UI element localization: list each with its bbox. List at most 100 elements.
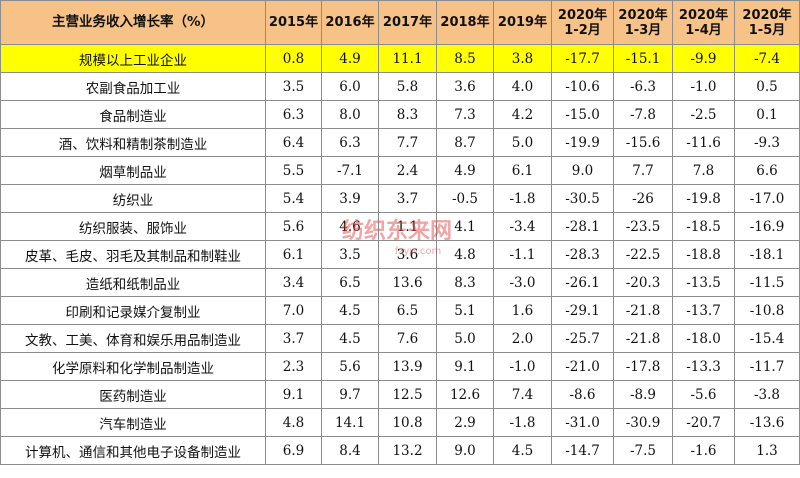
- value-cell: 6.9: [265, 436, 322, 465]
- value-cell: 9.0: [436, 436, 494, 465]
- industry-name: 纺织服装、服饰业: [0, 212, 266, 241]
- value-cell: 1.1: [378, 212, 437, 241]
- value-cell: -13.7: [672, 296, 735, 325]
- value-cell: 5.0: [493, 128, 552, 157]
- value-cell: 6.3: [265, 100, 322, 129]
- value-cell: -10.8: [734, 296, 800, 325]
- value-cell: 6.6: [734, 156, 800, 185]
- value-cell: 12.6: [436, 380, 494, 409]
- value-cell: -7.4: [734, 44, 800, 73]
- value-cell: 4.5: [321, 324, 379, 353]
- col-header-2018: 2018年: [436, 0, 494, 45]
- value-cell: 2.4: [378, 156, 437, 185]
- value-cell: 9.0: [551, 156, 614, 185]
- table-row: 造纸和纸制品业 3.4 6.5 13.6 8.3 -3.0 -26.1 -20.3 -13.5-…: [0, 268, 800, 297]
- value-cell: 2.9: [436, 408, 494, 437]
- value-cell: -9.3: [734, 128, 800, 157]
- value-cell: -21.8: [613, 296, 673, 325]
- value-cell: 10.8: [378, 408, 437, 437]
- value-cell: -10.6: [551, 72, 614, 101]
- value-cell: 4.9: [321, 44, 379, 73]
- industry-name: 烟草制品业: [0, 156, 266, 185]
- table-row: 烟草制品业 5.5 -7.1 2.4 4.9 6.1 9.0 7.7 7.8 6.6: [0, 156, 800, 185]
- value-cell: 2.0: [493, 324, 552, 353]
- value-cell: 4.5: [493, 436, 552, 465]
- value-cell: 7.6: [378, 324, 437, 353]
- industry-name: 纺织业: [0, 184, 266, 213]
- table-row: 纺织业 5.4 3.9 3.7 -0.5 -1.8 -30.5 -26 -19.8 -17.0: [0, 184, 800, 213]
- value-cell: -18.0: [672, 324, 735, 353]
- header-label: 主营业务收入增长率（%）: [0, 0, 266, 45]
- value-cell: 5.6: [321, 352, 379, 381]
- value-cell: -19.9: [551, 128, 614, 157]
- table-row: 文教、工美、体育和娱乐用品制造业 3.7 4.5 7.6 5.0 2.0 -25.7 -21.…: [0, 324, 800, 353]
- value-cell: 5.4: [265, 184, 322, 213]
- value-cell: 4.5: [321, 296, 379, 325]
- value-cell: 7.0: [265, 296, 322, 325]
- value-cell: 3.4: [265, 268, 322, 297]
- value-cell: -28.3: [551, 240, 614, 269]
- value-cell: 5.8: [378, 72, 437, 101]
- table-row: 化学原料和化学制品制造业 2.3 5.6 13.9 9.1 -1.0 -21.0 -17.8-…: [0, 352, 800, 381]
- value-cell: 2.3: [265, 352, 322, 381]
- value-cell: 8.5: [436, 44, 494, 73]
- value-cell: 3.8: [493, 44, 552, 73]
- value-cell: 6.0: [321, 72, 379, 101]
- value-cell: -7.1: [321, 156, 379, 185]
- industry-name: 化学原料和化学制品制造业: [0, 352, 266, 381]
- value-cell: 3.7: [378, 184, 437, 213]
- value-cell: 0.8: [265, 44, 322, 73]
- value-cell: -1.1: [493, 240, 552, 269]
- value-cell: -18.8: [672, 240, 735, 269]
- value-cell: -28.1: [551, 212, 614, 241]
- value-cell: -21.0: [551, 352, 614, 381]
- value-cell: 5.1: [436, 296, 494, 325]
- value-cell: 12.5: [378, 380, 437, 409]
- value-cell: 5.6: [265, 212, 322, 241]
- table-row: 计算机、通信和其他电子设备制造业 6.9 8.4 13.2 9.0 4.5 -14.7 -7.…: [0, 436, 800, 465]
- value-cell: -7.8: [613, 100, 673, 129]
- table-row: 酒、饮料和精制茶制造业 6.4 6.3 7.7 8.7 5.0 -19.9 -15.6 -11.…: [0, 128, 800, 157]
- value-cell: 7.3: [436, 100, 494, 129]
- value-cell: -17.8: [613, 352, 673, 381]
- value-cell: 7.7: [378, 128, 437, 157]
- value-cell: -26: [613, 184, 673, 213]
- value-cell: -16.9: [734, 212, 800, 241]
- value-cell: -1.0: [672, 72, 735, 101]
- value-cell: 8.3: [378, 100, 437, 129]
- header-row: 主营业务收入增长率（%） 2015年 2016年 2017年 2018年 201…: [0, 0, 800, 45]
- value-cell: -19.8: [672, 184, 735, 213]
- col-header-2020-1-3: 2020年 1-3月: [613, 0, 673, 45]
- value-cell: -15.6: [613, 128, 673, 157]
- value-cell: 6.3: [321, 128, 379, 157]
- table-row: 皮革、毛皮、羽毛及其制品和制鞋业 6.1 3.5 3.6 4.8 -1.1 -28.3 -22…: [0, 240, 800, 269]
- value-cell: -30.9: [613, 408, 673, 437]
- value-cell: 5.5: [265, 156, 322, 185]
- value-cell: 3.7: [265, 324, 322, 353]
- value-cell: 0.5: [734, 72, 800, 101]
- industry-name: 汽车制造业: [0, 408, 266, 437]
- value-cell: 13.9: [378, 352, 437, 381]
- value-cell: -6.3: [613, 72, 673, 101]
- value-cell: 9.1: [436, 352, 494, 381]
- value-cell: 7.4: [493, 380, 552, 409]
- value-cell: 3.6: [436, 72, 494, 101]
- value-cell: 0.1: [734, 100, 800, 129]
- value-cell: 7.8: [672, 156, 735, 185]
- value-cell: -3.4: [493, 212, 552, 241]
- industry-name: 计算机、通信和其他电子设备制造业: [0, 436, 266, 465]
- value-cell: -15.0: [551, 100, 614, 129]
- value-cell: 6.1: [265, 240, 322, 269]
- industry-name: 酒、饮料和精制茶制造业: [0, 128, 266, 157]
- value-cell: -31.0: [551, 408, 614, 437]
- value-cell: -13.3: [672, 352, 735, 381]
- industry-name: 食品制造业: [0, 100, 266, 129]
- industry-name: 皮革、毛皮、羽毛及其制品和制鞋业: [0, 240, 266, 269]
- value-cell: -21.8: [613, 324, 673, 353]
- value-cell: -3.8: [734, 380, 800, 409]
- table-row: 纺织服装、服饰业 5.6 4.6 1.1 4.1 -3.4 -28.1 -23.5 -18.5-…: [0, 212, 800, 241]
- value-cell: -26.1: [551, 268, 614, 297]
- industry-name: 印刷和记录媒介复制业: [0, 296, 266, 325]
- value-cell: 4.2: [493, 100, 552, 129]
- value-cell: -17.7: [551, 44, 614, 73]
